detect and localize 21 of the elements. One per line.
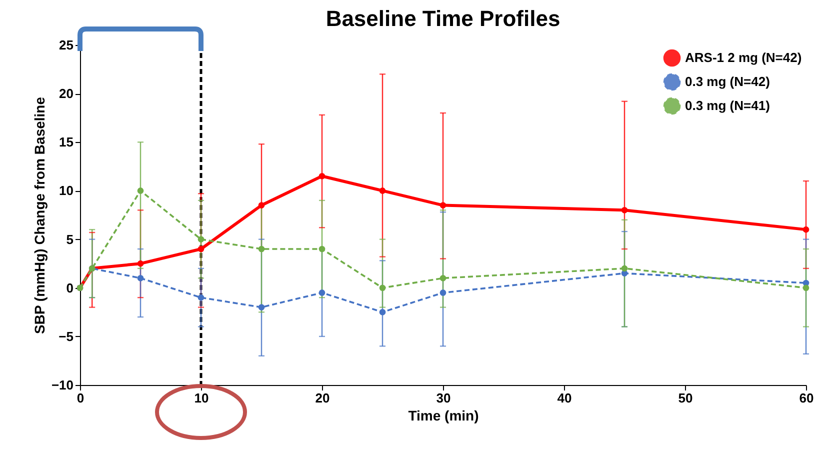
y-tick-label: −5 [58, 328, 74, 344]
x-axis-title: Time (min) [408, 408, 479, 424]
y-tick-label: 15 [59, 134, 74, 150]
y-tick-label: 5 [66, 232, 74, 247]
y-tick-label: 0 [66, 280, 74, 296]
chart-title: Baseline Time Profiles [326, 6, 560, 31]
legend-label: 0.3 mg (N=41) [685, 98, 770, 113]
y-tick-label: 10 [59, 183, 74, 198]
x-tick-label: 60 [799, 390, 814, 406]
x-tick-label: 40 [557, 390, 572, 406]
x-tick-label: 10 [194, 390, 209, 406]
x-tick-label: 50 [678, 390, 693, 406]
y-tick-label: 25 [59, 38, 74, 52]
x-tick-label: 30 [436, 390, 451, 406]
x-tick-label: 0 [76, 390, 84, 406]
legend-label: 0.3 mg (N=42) [685, 74, 770, 89]
legend-label: ARS-1 2 mg (N=42) [685, 50, 802, 65]
y-axis-title: SBP (mmHg) Change from Baseline [31, 96, 48, 334]
y-tick-label: 20 [59, 86, 74, 102]
y-tick-label: −10 [51, 378, 74, 392]
x-tick-label: 20 [315, 390, 330, 406]
